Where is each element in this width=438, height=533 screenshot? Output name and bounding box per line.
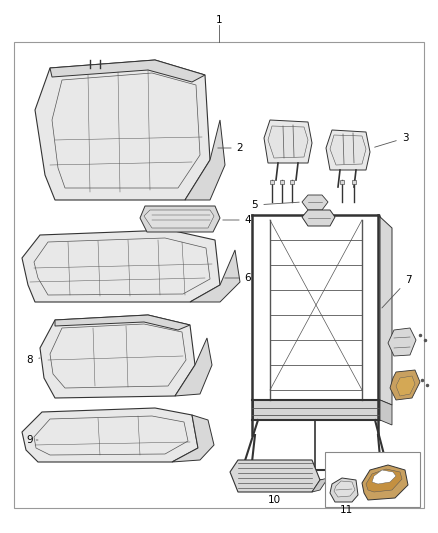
Polygon shape <box>334 481 355 497</box>
Polygon shape <box>290 180 294 184</box>
Polygon shape <box>352 180 356 184</box>
Polygon shape <box>362 465 408 500</box>
Text: 10: 10 <box>268 495 281 505</box>
Text: 2: 2 <box>218 143 244 153</box>
Polygon shape <box>230 460 320 492</box>
Polygon shape <box>50 324 186 388</box>
Polygon shape <box>22 230 220 302</box>
Polygon shape <box>175 338 212 396</box>
Polygon shape <box>378 215 392 405</box>
Polygon shape <box>396 376 415 396</box>
Polygon shape <box>330 135 366 165</box>
Polygon shape <box>372 470 396 484</box>
Polygon shape <box>52 73 200 188</box>
Polygon shape <box>388 328 416 356</box>
Text: 6: 6 <box>225 273 251 283</box>
Polygon shape <box>22 408 198 462</box>
Polygon shape <box>50 60 205 82</box>
Polygon shape <box>190 250 240 302</box>
Polygon shape <box>34 238 210 295</box>
Polygon shape <box>270 180 274 184</box>
Text: 1: 1 <box>215 15 223 25</box>
Polygon shape <box>185 120 225 200</box>
Polygon shape <box>380 400 392 425</box>
Text: 7: 7 <box>382 275 411 308</box>
Bar <box>14 42 424 508</box>
Polygon shape <box>268 126 308 158</box>
Polygon shape <box>302 210 335 226</box>
Polygon shape <box>35 60 210 200</box>
Text: 3: 3 <box>374 133 408 147</box>
Polygon shape <box>34 416 188 455</box>
Polygon shape <box>40 315 195 398</box>
Polygon shape <box>55 315 190 330</box>
Polygon shape <box>366 469 402 492</box>
Polygon shape <box>302 195 328 210</box>
Polygon shape <box>253 400 379 420</box>
Polygon shape <box>330 478 358 502</box>
Text: 8: 8 <box>27 355 40 365</box>
Polygon shape <box>264 120 312 163</box>
Polygon shape <box>340 180 344 184</box>
Text: 11: 11 <box>340 505 353 515</box>
Polygon shape <box>312 478 328 492</box>
Polygon shape <box>390 370 420 400</box>
Polygon shape <box>144 210 214 228</box>
Bar <box>325 452 420 507</box>
Text: 5: 5 <box>252 200 299 210</box>
Text: 4: 4 <box>223 215 251 225</box>
Polygon shape <box>280 180 284 184</box>
Polygon shape <box>172 415 214 462</box>
Polygon shape <box>326 130 370 170</box>
Polygon shape <box>140 206 220 232</box>
Text: 9: 9 <box>27 435 38 445</box>
